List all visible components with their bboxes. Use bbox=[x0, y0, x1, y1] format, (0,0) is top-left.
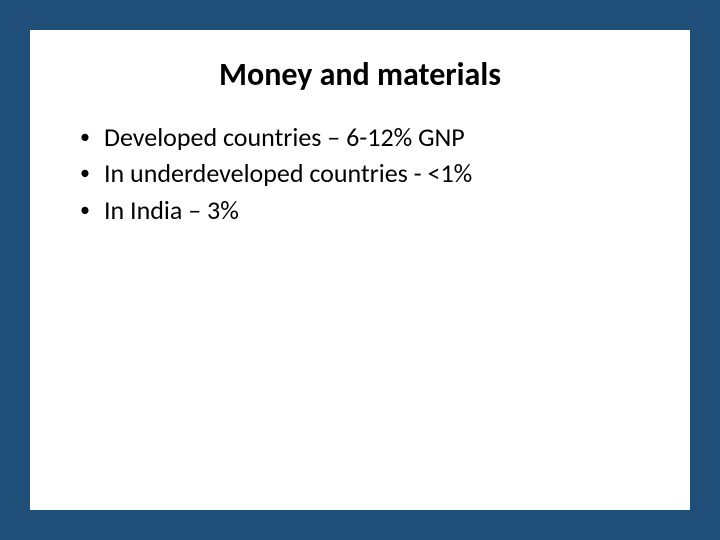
bullet-list: • Developed countries – 6-12% GNP • In u… bbox=[30, 119, 690, 228]
bullet-text: In underdeveloped countries - <1% bbox=[104, 155, 660, 191]
slide: Money and materials • Developed countrie… bbox=[0, 0, 720, 540]
list-item: • Developed countries – 6-12% GNP bbox=[80, 119, 660, 155]
bullet-text: Developed countries – 6-12% GNP bbox=[104, 119, 660, 155]
bullet-marker-icon: • bbox=[80, 119, 90, 155]
bullet-marker-icon: • bbox=[80, 155, 90, 191]
list-item: • In underdeveloped countries - <1% bbox=[80, 155, 660, 191]
bullet-text: In India – 3% bbox=[104, 192, 660, 228]
content-box: Money and materials • Developed countrie… bbox=[30, 30, 690, 510]
slide-title: Money and materials bbox=[30, 30, 690, 119]
list-item: • In India – 3% bbox=[80, 192, 660, 228]
bullet-marker-icon: • bbox=[80, 192, 90, 228]
